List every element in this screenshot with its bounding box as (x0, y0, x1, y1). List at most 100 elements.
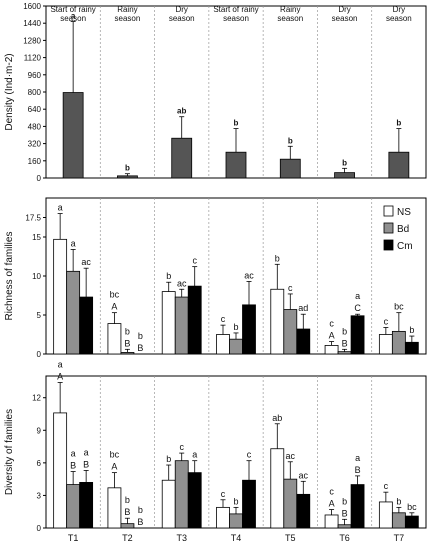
season-label-line: Dry (393, 5, 405, 14)
richness-bar (216, 334, 230, 355)
richness-bar (161, 291, 176, 355)
diversity-significance-letter: c (221, 489, 226, 499)
season-label-line: season (60, 14, 86, 23)
richness-bar (242, 304, 256, 355)
richness-significance-letter: c (221, 314, 226, 324)
density-ytick-label: 1600 (23, 2, 41, 11)
diversity-significance-letter: a (71, 449, 76, 459)
diversity-significance-letter: b (125, 495, 130, 505)
richness-y-axis-label: Richness of families (4, 232, 15, 321)
density-ytick-label: 640 (28, 105, 42, 114)
density-ytick-label: 480 (28, 122, 42, 131)
season-label-line: Dry (175, 5, 187, 14)
diversity-significance-letter: b (166, 454, 171, 464)
richness-ytick-label: 0 (37, 350, 42, 359)
season-label-line: Dry (338, 5, 350, 14)
season-label: Dry season (332, 5, 358, 23)
season-label-line: season (115, 14, 141, 23)
richness-significance-letter: b (233, 322, 238, 332)
season-label: Start of rainy season (213, 5, 258, 23)
richness-significance-letter: c (192, 256, 197, 266)
diversity-bar (242, 479, 256, 529)
richness-significance-letter: ac (244, 270, 254, 280)
density-ytick-label: 1440 (23, 19, 41, 28)
x-category-label: T3 (176, 533, 187, 543)
diversity-significance-letter: a (84, 447, 89, 457)
richness-upper-letter: A (329, 331, 335, 341)
legend-label: Bd (397, 224, 409, 235)
richness-significance-letter: ac (177, 278, 187, 288)
legend-swatch (383, 239, 394, 251)
diversity-upper-letter: B (355, 465, 361, 475)
season-label: Dry season (169, 5, 195, 23)
legend-swatch (383, 222, 394, 234)
season-label-line: season (277, 14, 303, 23)
diversity-bar (404, 515, 419, 529)
density-significance-letter: b (396, 119, 401, 128)
density-significance-letter: b (125, 164, 130, 173)
x-category-label: T6 (339, 533, 350, 543)
richness-significance-letter: a (71, 238, 76, 248)
diversity-significance-letter: b (342, 496, 347, 506)
legend-swatch (383, 205, 394, 217)
richness-bar (187, 285, 202, 355)
richness-bar (270, 288, 285, 355)
density-bar (117, 175, 138, 179)
season-label: Start of rainy season (50, 5, 95, 23)
diversity-bar (187, 472, 202, 529)
diversity-significance-letter: bc (110, 450, 120, 460)
richness-significance-letter: c (384, 316, 389, 326)
diversity-significance-letter: c (329, 487, 334, 497)
diversity-bar (107, 487, 122, 529)
diversity-ytick-label: 9 (37, 426, 42, 435)
diversity-upper-letter: A (111, 462, 117, 472)
diversity-bar (337, 524, 352, 529)
diversity-bar (296, 493, 311, 529)
diversity-bar (79, 481, 94, 529)
diversity-bar (120, 523, 135, 529)
diversity-significance-letter: ab (272, 413, 282, 423)
density-ytick-label: 1120 (24, 54, 42, 63)
density-bar (388, 151, 410, 179)
richness-significance-letter: b (138, 331, 143, 341)
diversity-upper-letter: A (329, 499, 335, 509)
density-bar (225, 151, 247, 179)
season-label: Rainy season (277, 5, 303, 23)
richness-bar (283, 309, 298, 355)
density-ytick-label: 800 (28, 88, 42, 97)
diversity-significance-letter: ac (286, 451, 296, 461)
diversity-upper-letter: B (70, 461, 76, 471)
diversity-bar (216, 506, 230, 529)
density-ytick-label: 1280 (23, 36, 41, 45)
diversity-upper-letter: B (137, 517, 143, 527)
diversity-y-axis-label: Diversity of families (4, 409, 15, 495)
richness-bar (79, 296, 94, 355)
density-ytick-label: 320 (28, 140, 42, 149)
richness-bar (378, 334, 393, 355)
density-ytick-label: 160 (28, 157, 42, 166)
diversity-bar (161, 479, 176, 529)
diversity-upper-letter: B (83, 459, 89, 469)
diversity-bar (53, 412, 68, 529)
diversity-bar (270, 448, 285, 529)
season-label-line: season (169, 14, 195, 23)
density-significance-letter: b (234, 119, 239, 128)
richness-ytick-label: 10 (32, 272, 41, 281)
diversity-ytick-label: 12 (32, 394, 41, 403)
richness-upper-letter: B (124, 338, 130, 348)
diversity-significance-letter: a (192, 450, 197, 460)
diversity-significance-letter: a (355, 453, 360, 463)
richness-bar (350, 315, 365, 355)
density-bar (62, 92, 84, 179)
richness-bar (324, 345, 339, 355)
x-category-label: T7 (394, 533, 405, 543)
richness-significance-letter: b (166, 271, 171, 281)
richness-significance-letter: bc (394, 302, 404, 312)
season-label-line: season (223, 14, 249, 23)
diversity-upper-letter: B (124, 507, 130, 517)
density-ytick-label: 0 (37, 174, 42, 183)
diversity-bar (66, 484, 81, 529)
density-panel: 0 160 320 480 640 800 960 1120 1280 1440 1600 Densi… (4, 2, 427, 183)
